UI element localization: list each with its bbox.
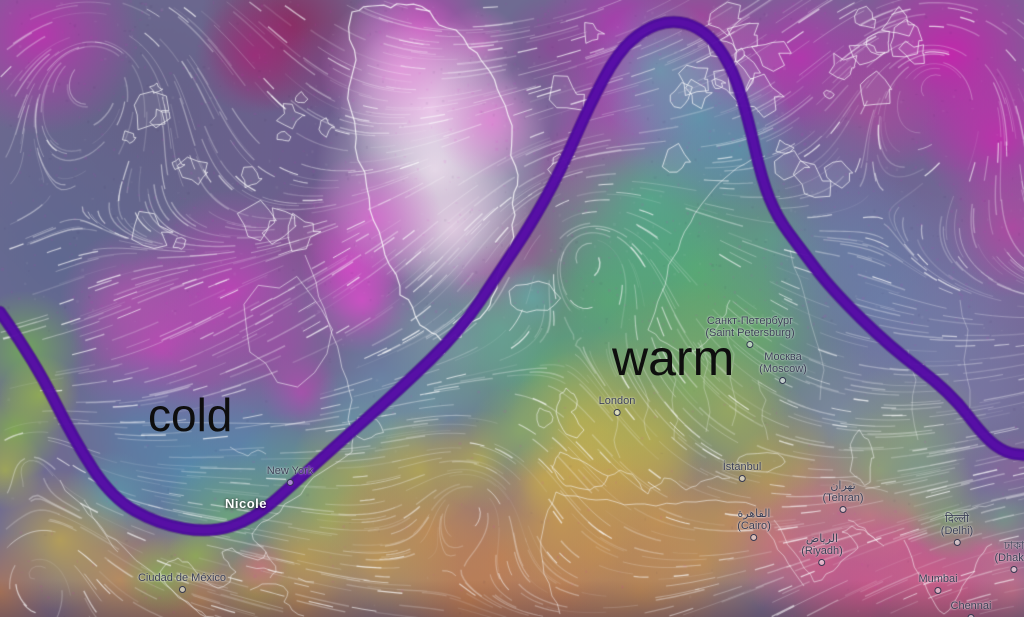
city-marker-dot [967, 614, 975, 617]
city-marker-dot [779, 377, 787, 384]
city-label-mumbai[interactable]: Mumbai [918, 573, 958, 594]
city-name-text: الرياض [805, 533, 839, 545]
city-label-new-york[interactable]: New York [267, 465, 313, 486]
city-name-text: تهران [830, 480, 856, 492]
city-marker-dot [839, 506, 847, 513]
city-name-text: Москва [764, 351, 802, 363]
city-name-text: Mumbai [918, 573, 958, 585]
city-name-text: Санкт-Петербург [706, 315, 794, 327]
city-label-cairo[interactable]: القاهرة (Cairo) [737, 508, 771, 541]
city-name-text: (Riyadh) [801, 545, 843, 557]
city-name-text: London [598, 395, 636, 407]
city-marker-dot [613, 409, 621, 416]
city-marker-dot [1010, 566, 1018, 573]
city-label-moscow[interactable]: Москва (Moscow) [759, 351, 807, 384]
city-name-text: (Delhi) [940, 525, 974, 537]
city-name-text: New York [266, 465, 314, 477]
city-label-istanbul[interactable]: İstanbul [722, 461, 762, 482]
city-label-saint-petersburg[interactable]: Санкт-Петербург (Saint Petersburg) [705, 315, 795, 348]
city-marker-dot [818, 559, 826, 566]
city-label-london[interactable]: London [598, 395, 636, 416]
city-marker-dot [934, 587, 942, 594]
city-marker-dot [750, 534, 758, 541]
city-label-riyadh[interactable]: الرياض (Riyadh) [801, 533, 843, 566]
city-label-mexico-city[interactable]: Ciudad de México [138, 572, 226, 593]
city-label-dhaka[interactable]: ঢাকা(Dhaka) [994, 540, 1024, 573]
city-label-tehran[interactable]: تهران (Tehran) [822, 480, 864, 513]
city-name-text: दिल्ली [945, 513, 969, 525]
city-marker-dot [286, 479, 294, 486]
city-name-text: القاهرة [737, 508, 771, 520]
city-name-text: İstanbul [722, 461, 762, 473]
city-marker-dot [953, 539, 961, 546]
city-marker-dot [746, 341, 754, 348]
city-name-text: Chennai [950, 600, 992, 612]
city-label-delhi[interactable]: दिल्ली (Delhi) [941, 513, 973, 546]
city-name-text: (Saint Petersburg) [705, 327, 795, 339]
city-name-text: (Tehran) [822, 492, 864, 504]
city-name-text: (Cairo) [737, 520, 771, 532]
city-marker-dot [178, 586, 186, 593]
city-name-text: (Moscow) [759, 363, 807, 375]
city-name-text: ঢাকা [1003, 540, 1024, 552]
city-label-chennai[interactable]: Chennai [950, 600, 992, 617]
city-name-text: Ciudad de México [137, 572, 227, 584]
storm-label-nicole[interactable]: Nicole [224, 496, 268, 511]
city-name-text: (Dhaka) [994, 552, 1024, 564]
city-marker-dot [738, 475, 746, 482]
